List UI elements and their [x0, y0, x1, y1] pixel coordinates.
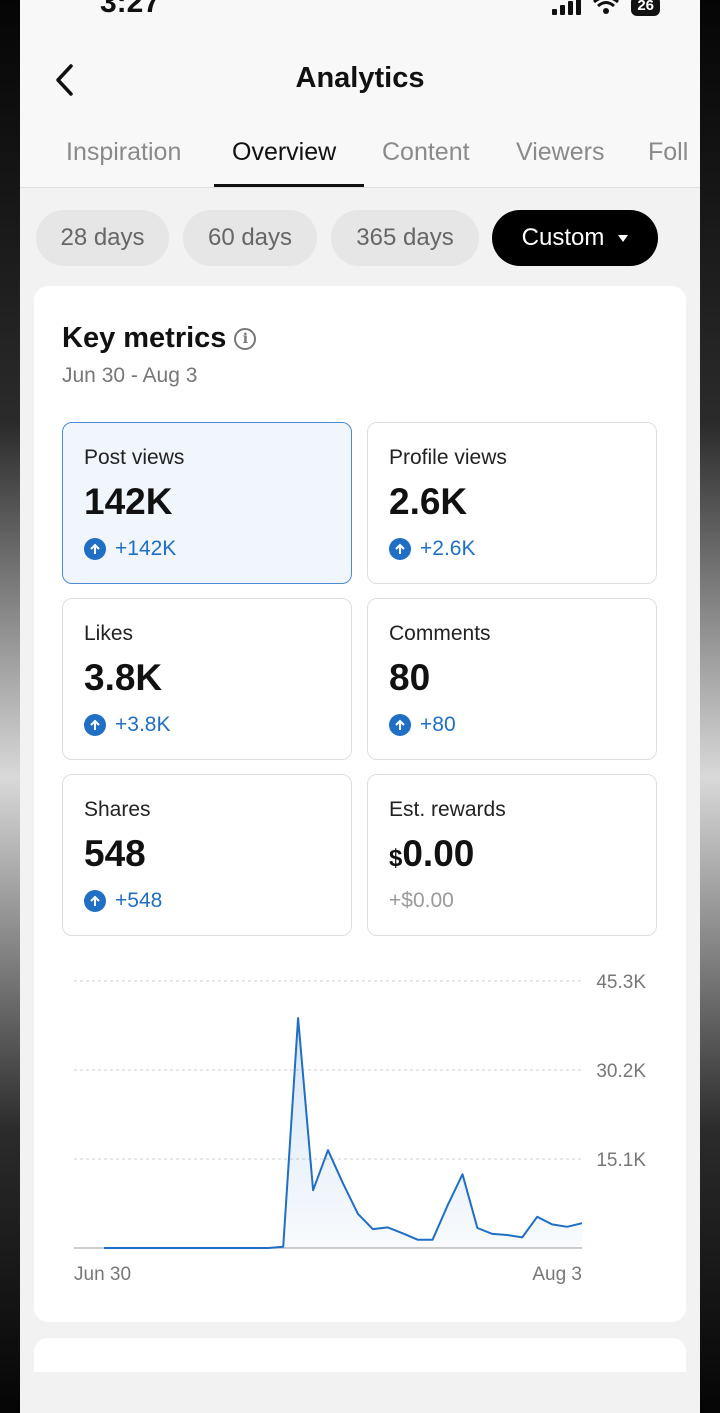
wifi-icon [593, 0, 620, 14]
top-bar: 3:27 26 Analytics Inspiration Overview C… [20, 0, 700, 188]
status-time: 3:27 [100, 0, 161, 19]
battery-icon: 26 [631, 0, 660, 16]
tab-content[interactable]: Content [382, 138, 470, 166]
metric-value: 2.6K [389, 481, 468, 522]
chevron-left-icon [56, 64, 73, 96]
metric-label: Likes [84, 622, 134, 645]
metric-delta-text: +3.8K [115, 713, 171, 736]
x-tick-label: Jun 30 [74, 1264, 131, 1285]
metric-value: 548 [84, 833, 146, 874]
metric-value: 80 [389, 657, 431, 698]
filter-custom[interactable]: Custom [492, 210, 658, 266]
filter-label: 365 days [356, 224, 454, 251]
metric-delta: +548 [84, 889, 162, 913]
tab-active-indicator [214, 184, 364, 187]
x-tick-label: Aug 3 [532, 1264, 582, 1285]
tab-overview[interactable]: Overview [232, 138, 337, 166]
caret-down-icon [618, 234, 629, 242]
metric-delta-text: +142K [115, 537, 177, 560]
date-filter-bar: 28 days 60 days 365 days Custom [36, 210, 696, 266]
status-icons: 26 [552, 0, 660, 16]
metric-label: Est. rewards [389, 798, 506, 821]
filter-label: 60 days [207, 224, 293, 251]
tab-viewers[interactable]: Viewers [516, 138, 605, 166]
metric-label: Comments [389, 622, 491, 645]
key-metrics-card: Key metrics i Jun 30 - Aug 3 Post views … [34, 286, 686, 1322]
arrow-up-icon [389, 538, 411, 560]
y-tick-label: 15.1K [596, 1150, 646, 1171]
info-icon[interactable]: i [234, 327, 257, 350]
date-range: Jun 30 - Aug 3 [62, 364, 198, 387]
metric-est-rewards[interactable]: Est. rewards $0.00 +$0.00 [367, 774, 657, 936]
filter-28-days[interactable]: 28 days [36, 210, 169, 266]
metric-profile-views[interactable]: Profile views 2.6K +2.6K [367, 422, 657, 584]
metric-likes[interactable]: Likes 3.8K +3.8K [62, 598, 352, 760]
metric-label: Shares [84, 798, 151, 821]
metric-delta: +$0.00 [389, 889, 454, 913]
arrow-up-icon [84, 890, 106, 912]
arrow-up-icon [84, 538, 106, 560]
metric-post-views[interactable]: Post views 142K +142K [62, 422, 352, 584]
metric-value: 142K [84, 481, 173, 522]
key-metrics-heading: Key metrics i [62, 322, 257, 355]
tab-followers[interactable]: Foll [648, 138, 689, 166]
chart-series-line [103, 1017, 583, 1249]
y-tick-label: 30.2K [596, 1061, 646, 1082]
metric-value: 0.00 [402, 833, 475, 874]
metric-delta-text: +80 [420, 713, 456, 736]
metric-shares[interactable]: Shares 548 +548 [62, 774, 352, 936]
metric-value-wrap: $0.00 [389, 833, 474, 875]
filter-365-days[interactable]: 365 days [331, 210, 479, 266]
metric-label: Post views [84, 446, 185, 469]
metric-delta: +2.6K [389, 537, 475, 561]
currency-symbol: $ [389, 845, 403, 872]
arrow-up-icon [84, 714, 106, 736]
page-title: Analytics [295, 62, 425, 94]
metric-delta: +3.8K [84, 713, 170, 737]
filter-label: 28 days [60, 224, 145, 251]
y-tick-label: 45.3K [596, 972, 646, 993]
back-button[interactable] [44, 58, 84, 102]
device-frame-right [700, 0, 720, 1413]
device-frame-left [0, 0, 20, 1413]
views-chart[interactable]: 45.3K 30.2K 15.1K Jun 30 Aug 3 [34, 956, 686, 1286]
metric-delta-text: +2.6K [420, 537, 476, 560]
signal-icon [552, 0, 582, 15]
chart-area [103, 1018, 583, 1248]
key-metrics-title: Key metrics [62, 322, 227, 354]
phone-screen: 3:27 26 Analytics Inspiration Overview C… [20, 0, 700, 1413]
tab-inspiration[interactable]: Inspiration [66, 138, 182, 166]
arrow-up-icon [389, 714, 411, 736]
next-card [34, 1338, 686, 1372]
metric-delta-text: +548 [115, 889, 163, 912]
metric-value: 3.8K [84, 657, 163, 698]
metric-delta-text: +$0.00 [389, 889, 454, 912]
metric-delta: +80 [389, 713, 456, 737]
metric-label: Profile views [389, 446, 507, 469]
filter-60-days[interactable]: 60 days [183, 210, 317, 266]
filter-label: Custom [521, 224, 605, 251]
metric-comments[interactable]: Comments 80 +80 [367, 598, 657, 760]
metric-delta: +142K [84, 537, 176, 561]
tab-bar: Inspiration Overview Content Viewers Fol… [20, 132, 700, 188]
